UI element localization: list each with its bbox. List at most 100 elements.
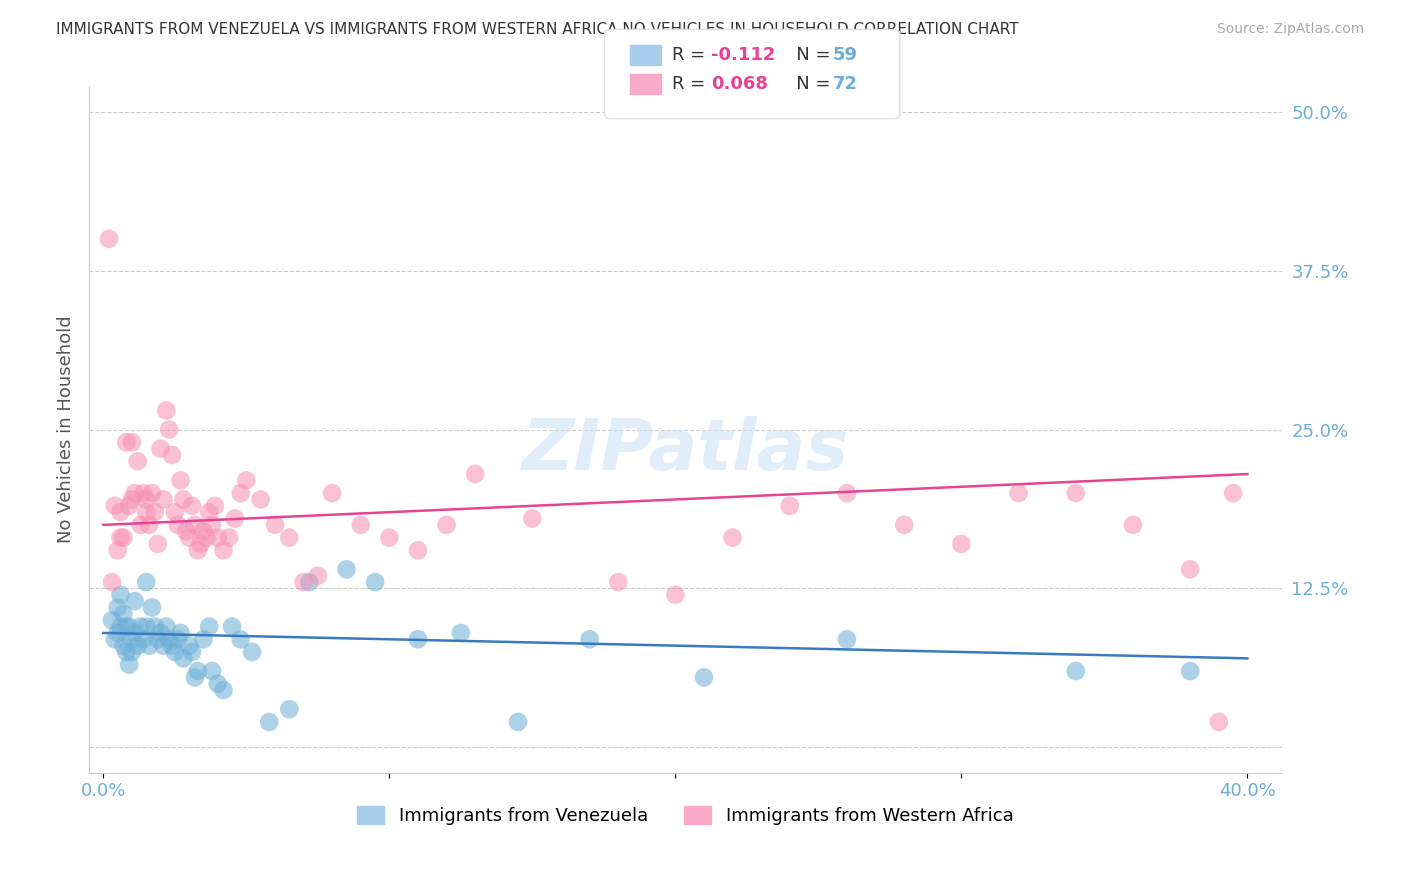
Y-axis label: No Vehicles in Household: No Vehicles in Household xyxy=(58,316,75,543)
Point xyxy=(264,517,287,532)
Point xyxy=(124,594,146,608)
Point xyxy=(218,531,240,545)
Point xyxy=(129,619,152,633)
Point xyxy=(110,531,132,545)
Point xyxy=(138,517,160,532)
Point xyxy=(201,517,224,532)
Point xyxy=(406,543,429,558)
Point xyxy=(207,531,229,545)
Point xyxy=(169,474,191,488)
Legend: Immigrants from Venezuela, Immigrants from Western Africa: Immigrants from Venezuela, Immigrants fr… xyxy=(350,798,1021,832)
Point xyxy=(155,619,177,633)
Point xyxy=(121,435,143,450)
Point xyxy=(522,511,544,525)
Point xyxy=(149,442,172,456)
Point xyxy=(464,467,486,481)
Point xyxy=(335,562,357,576)
Text: N =: N = xyxy=(779,46,837,64)
Point xyxy=(193,524,215,539)
Point xyxy=(101,575,124,590)
Point xyxy=(207,677,229,691)
Point xyxy=(835,632,858,647)
Point xyxy=(212,543,235,558)
Point xyxy=(835,486,858,500)
Point xyxy=(107,600,129,615)
Point xyxy=(179,639,201,653)
Text: -0.112: -0.112 xyxy=(711,46,776,64)
Point xyxy=(138,639,160,653)
Point xyxy=(204,499,226,513)
Text: IMMIGRANTS FROM VENEZUELA VS IMMIGRANTS FROM WESTERN AFRICA NO VEHICLES IN HOUSE: IMMIGRANTS FROM VENEZUELA VS IMMIGRANTS … xyxy=(56,22,1019,37)
Point xyxy=(127,639,149,653)
Text: R =: R = xyxy=(672,75,711,93)
Point xyxy=(107,626,129,640)
Point xyxy=(107,543,129,558)
Point xyxy=(149,626,172,640)
Point xyxy=(176,524,198,539)
Text: ZIPatlas: ZIPatlas xyxy=(522,416,849,484)
Point xyxy=(1064,664,1087,678)
Text: Source: ZipAtlas.com: Source: ZipAtlas.com xyxy=(1216,22,1364,37)
Point xyxy=(118,499,141,513)
Point xyxy=(166,632,188,647)
Point xyxy=(143,619,166,633)
Point xyxy=(364,575,387,590)
Point xyxy=(321,486,343,500)
Point xyxy=(112,531,135,545)
Point xyxy=(146,537,169,551)
Point xyxy=(152,492,174,507)
Point xyxy=(198,505,221,519)
Point xyxy=(607,575,630,590)
Point xyxy=(129,517,152,532)
Point xyxy=(436,517,458,532)
Point xyxy=(124,486,146,500)
Point xyxy=(98,232,121,246)
Point xyxy=(578,632,600,647)
Point xyxy=(110,505,132,519)
Point xyxy=(141,486,163,500)
Point xyxy=(193,632,215,647)
Point xyxy=(249,492,271,507)
Point xyxy=(292,575,315,590)
Point xyxy=(190,537,212,551)
Point xyxy=(693,670,716,684)
Point xyxy=(160,639,183,653)
Point xyxy=(664,588,686,602)
Point xyxy=(406,632,429,647)
Text: R =: R = xyxy=(672,46,711,64)
Point xyxy=(950,537,973,551)
Point xyxy=(121,645,143,659)
Point xyxy=(146,632,169,647)
Point xyxy=(160,448,183,462)
Point xyxy=(135,619,157,633)
Point xyxy=(1064,486,1087,500)
Point xyxy=(169,626,191,640)
Text: 59: 59 xyxy=(832,46,858,64)
Point xyxy=(115,645,138,659)
Point xyxy=(184,670,207,684)
Point xyxy=(141,600,163,615)
Point xyxy=(110,588,132,602)
Point xyxy=(278,702,301,716)
Point xyxy=(893,517,915,532)
Point xyxy=(195,531,218,545)
Point xyxy=(143,505,166,519)
Point xyxy=(187,543,209,558)
Point xyxy=(224,511,246,525)
Point xyxy=(212,683,235,698)
Point xyxy=(163,505,186,519)
Point xyxy=(201,664,224,678)
Point xyxy=(378,531,401,545)
Point xyxy=(172,651,194,665)
Point xyxy=(181,499,204,513)
Point xyxy=(110,619,132,633)
Point xyxy=(121,492,143,507)
Point xyxy=(350,517,373,532)
Point xyxy=(1007,486,1029,500)
Point xyxy=(152,639,174,653)
Point xyxy=(198,619,221,633)
Point xyxy=(172,492,194,507)
Point xyxy=(104,499,127,513)
Point xyxy=(721,531,744,545)
Point xyxy=(112,607,135,621)
